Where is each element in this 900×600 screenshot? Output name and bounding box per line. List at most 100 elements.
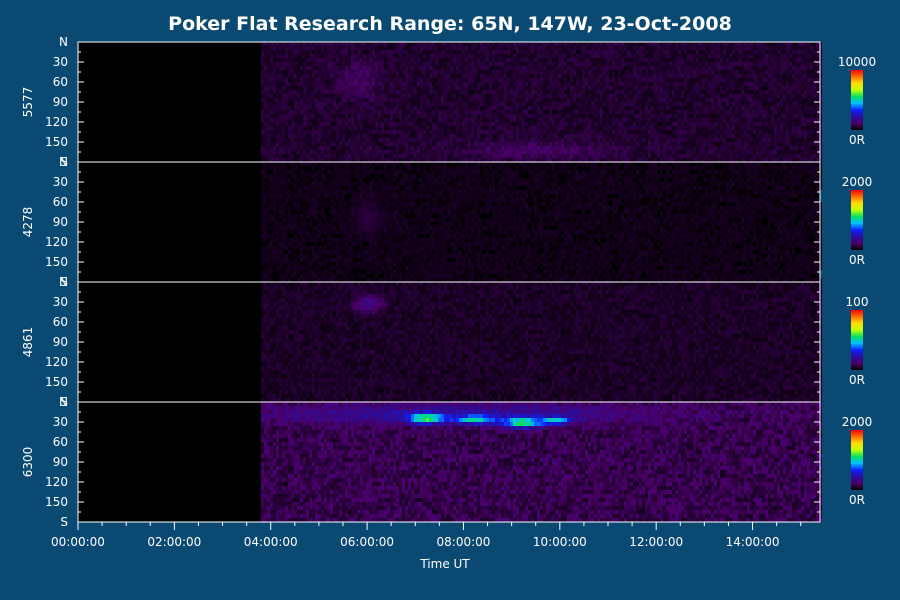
heatmap-cell xyxy=(387,70,390,74)
heatmap-cell xyxy=(678,158,681,162)
heatmap-cell xyxy=(540,98,543,102)
heatmap-cell xyxy=(387,98,390,102)
heatmap-cell xyxy=(279,42,282,46)
heatmap-cell xyxy=(435,98,438,102)
heatmap-cell xyxy=(351,86,354,90)
heatmap-cell xyxy=(732,158,735,162)
heatmap-cell xyxy=(606,158,609,162)
heatmap-cell xyxy=(351,122,354,126)
heatmap-cell xyxy=(525,118,528,122)
heatmap-cell xyxy=(414,114,417,118)
heatmap-cell xyxy=(381,66,384,70)
heatmap-cell xyxy=(612,154,615,158)
heatmap-cell xyxy=(477,146,480,150)
heatmap-cell xyxy=(447,150,450,154)
heatmap-cell xyxy=(393,158,396,162)
heatmap-cell xyxy=(621,134,624,138)
heatmap-cell xyxy=(732,62,735,66)
heatmap-cell xyxy=(579,158,582,162)
heatmap-cell xyxy=(513,130,516,134)
heatmap-cell xyxy=(672,110,675,114)
heatmap-cell xyxy=(471,130,474,134)
heatmap-cell xyxy=(453,66,456,70)
heatmap-cell xyxy=(309,74,312,78)
heatmap-cell xyxy=(276,138,279,142)
heatmap-cell xyxy=(561,42,564,46)
heatmap-cell xyxy=(756,62,759,66)
heatmap-cell xyxy=(576,74,579,78)
heatmap-cell xyxy=(312,126,315,130)
heatmap-cell xyxy=(687,54,690,58)
heatmap-cell xyxy=(297,94,300,98)
heatmap-cell xyxy=(534,114,537,118)
heatmap-cell xyxy=(561,102,564,106)
heatmap-cell xyxy=(345,62,348,66)
heatmap-cell xyxy=(714,130,717,134)
heatmap-cell xyxy=(558,46,561,50)
heatmap-cell xyxy=(507,126,510,130)
heatmap-cell xyxy=(270,54,273,58)
heatmap-cell xyxy=(564,118,567,122)
heatmap-cell xyxy=(432,130,435,134)
heatmap-cell xyxy=(369,58,372,62)
heatmap-cell xyxy=(528,86,531,90)
heatmap-cell xyxy=(660,122,663,126)
heatmap-cell xyxy=(561,130,564,134)
heatmap-cell xyxy=(546,54,549,58)
heatmap-cell xyxy=(567,102,570,106)
heatmap-cell xyxy=(522,58,525,62)
heatmap-cell xyxy=(531,82,534,86)
heatmap-cell xyxy=(474,118,477,122)
heatmap-cell xyxy=(315,82,318,86)
heatmap-cell xyxy=(678,130,681,134)
heatmap-cell xyxy=(561,46,564,50)
heatmap-cell xyxy=(690,130,693,134)
heatmap-cell xyxy=(513,42,516,46)
heatmap-cell xyxy=(627,98,630,102)
heatmap-cell xyxy=(471,114,474,118)
heatmap-cell xyxy=(393,102,396,106)
heatmap-cell xyxy=(354,154,357,158)
heatmap-cell xyxy=(585,138,588,142)
heatmap-cell xyxy=(507,70,510,74)
heatmap-cell xyxy=(543,114,546,118)
heatmap-cell xyxy=(588,114,591,118)
heatmap-cell xyxy=(372,114,375,118)
heatmap-cell xyxy=(459,66,462,70)
heatmap-cell xyxy=(663,146,666,150)
heatmap-cell xyxy=(510,90,513,94)
heatmap-cell xyxy=(678,42,681,46)
heatmap-cell xyxy=(717,158,720,162)
heatmap-cell xyxy=(597,50,600,54)
heatmap-cell xyxy=(576,142,579,146)
heatmap-cell xyxy=(633,82,636,86)
heatmap-cell xyxy=(573,106,576,110)
heatmap-cell xyxy=(723,70,726,74)
heatmap-cell xyxy=(489,114,492,118)
heatmap-cell xyxy=(561,98,564,102)
heatmap-cell xyxy=(591,74,594,78)
heatmap-cell xyxy=(534,138,537,142)
heatmap-cell xyxy=(369,62,372,66)
heatmap-cell xyxy=(420,98,423,102)
heatmap-cell xyxy=(390,102,393,106)
heatmap-cell xyxy=(288,70,291,74)
heatmap-cell xyxy=(630,54,633,58)
heatmap-cell xyxy=(741,82,744,86)
heatmap-cell xyxy=(675,158,678,162)
heatmap-cell xyxy=(462,50,465,54)
heatmap-cell xyxy=(558,146,561,150)
heatmap-cell xyxy=(660,66,663,70)
heatmap-cell xyxy=(657,54,660,58)
heatmap-cell xyxy=(714,126,717,130)
heatmap-cell xyxy=(462,130,465,134)
heatmap-cell xyxy=(273,70,276,74)
heatmap-cell xyxy=(363,82,366,86)
heatmap-cell xyxy=(387,146,390,150)
heatmap-cell xyxy=(366,130,369,134)
heatmap-cell xyxy=(612,146,615,150)
heatmap-cell xyxy=(660,150,663,154)
heatmap-cell xyxy=(516,62,519,66)
heatmap-cell xyxy=(363,102,366,106)
heatmap-cell xyxy=(507,118,510,122)
